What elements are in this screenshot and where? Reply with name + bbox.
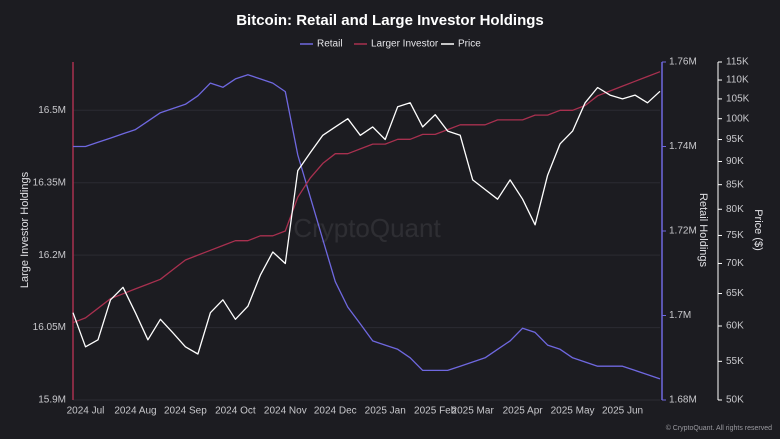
y3-tick-label: 115K: [726, 57, 749, 68]
y2-tick-label: 1.68M: [669, 395, 697, 406]
y-tick-label: 16.35M: [33, 177, 66, 188]
x-tick-label: 2025 May: [551, 406, 595, 417]
y-tick-label: 16.5M: [38, 105, 66, 116]
legend-label: Price: [458, 39, 481, 50]
y2-tick-label: 1.76M: [669, 57, 697, 68]
y3-tick-label: 70K: [726, 258, 744, 269]
y2-axis-title: Retail Holdings: [697, 193, 709, 267]
y3-tick-label: 65K: [726, 288, 744, 299]
y3-tick-label: 80K: [726, 204, 744, 215]
x-tick-label: 2024 Oct: [215, 406, 256, 417]
x-tick-label: 2025 Jan: [365, 406, 406, 417]
y-tick-label: 15.9M: [38, 395, 66, 406]
y-axis-title: Large Investor Holdings: [19, 171, 31, 288]
y-tick-label: 16.2M: [38, 250, 66, 261]
x-tick-label: 2024 Dec: [314, 406, 357, 417]
y3-tick-label: 95K: [726, 134, 744, 145]
y3-tick-label: 110K: [726, 75, 749, 86]
footer: © CryptoQuant. All rights reserved: [666, 424, 772, 432]
x-tick-label: 2024 Aug: [114, 406, 156, 417]
y-tick-label: 16.05M: [33, 322, 66, 333]
y3-tick-label: 100K: [726, 113, 750, 124]
series-line: [72, 71, 661, 324]
legend-label: Larger Investor: [371, 39, 439, 50]
series-line: [73, 74, 661, 380]
y3-tick-label: 105K: [726, 94, 750, 105]
y2-tick-label: 1.7M: [669, 310, 691, 321]
y3-tick-label: 90K: [726, 156, 744, 167]
y3-axis-title: Price ($): [752, 209, 764, 251]
y2-tick-label: 1.74M: [669, 141, 697, 152]
x-tick-label: 2025 Feb: [414, 406, 457, 417]
y3-tick-label: 75K: [726, 230, 744, 241]
x-tick-label: 2024 Sep: [164, 406, 207, 417]
x-tick-label: 2025 Jun: [602, 406, 643, 417]
x-tick-label: 2024 Nov: [264, 406, 307, 417]
legend-label: Retail: [317, 39, 343, 50]
x-tick-label: 2024 Jul: [67, 406, 105, 417]
y2-tick-label: 1.72M: [669, 226, 697, 237]
y3-tick-label: 85K: [726, 179, 744, 190]
chart-title: Bitcoin: Retail and Large Investor Holdi…: [236, 12, 544, 29]
y3-tick-label: 50K: [726, 395, 744, 406]
series-line: [72, 86, 661, 355]
x-tick-label: 2025 Mar: [452, 406, 495, 417]
watermark: CryptoQuant: [293, 213, 441, 243]
y3-tick-label: 60K: [726, 321, 744, 332]
y3-tick-label: 55K: [726, 356, 744, 367]
x-tick-label: 2025 Apr: [503, 406, 544, 417]
